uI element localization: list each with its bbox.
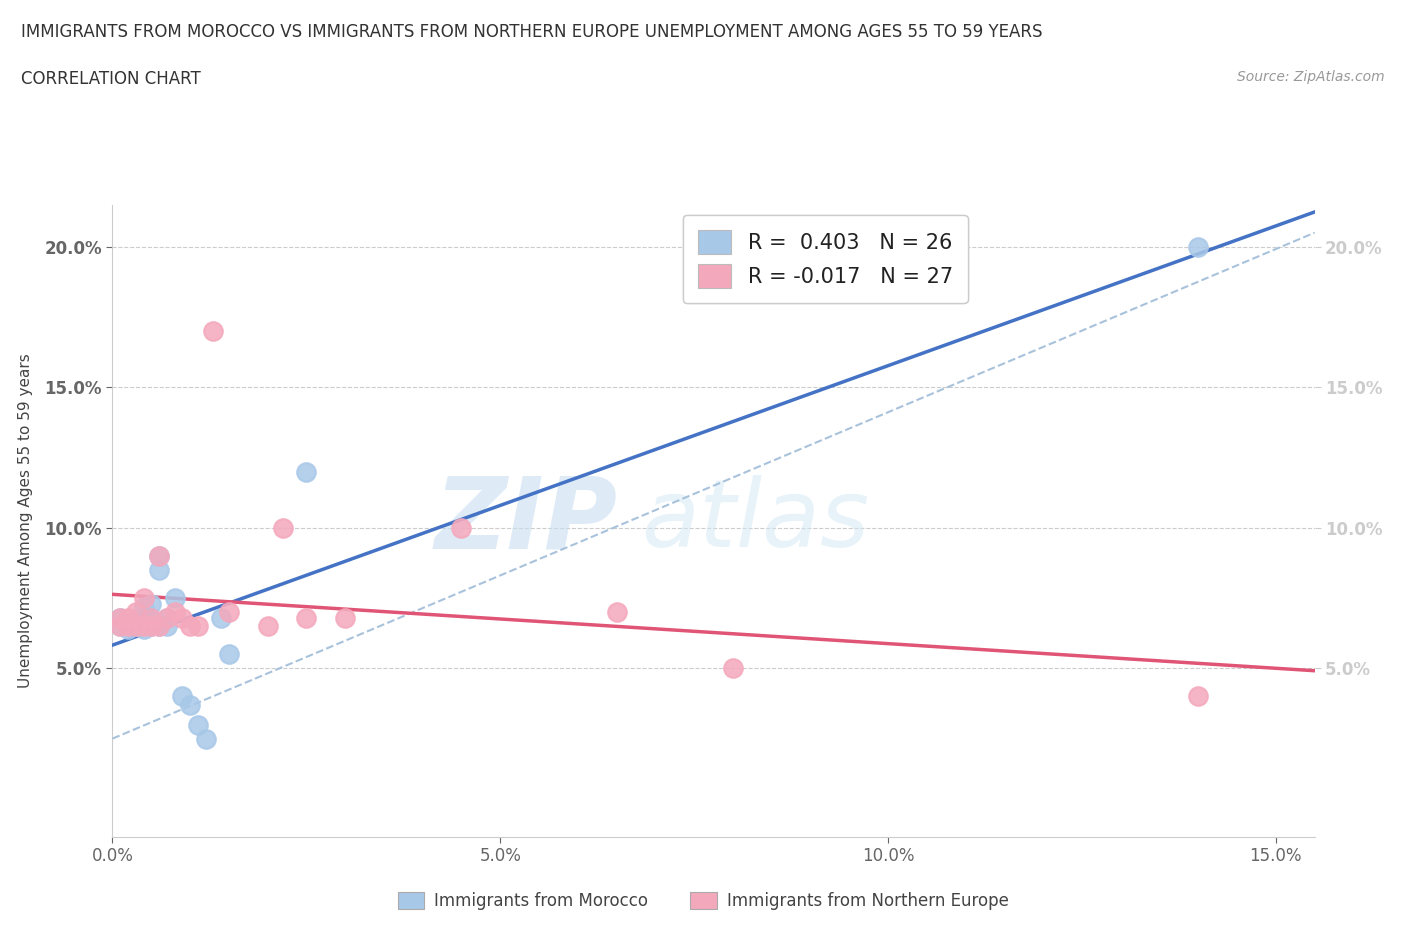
Point [156, 618, 179, 633]
Point [125, 604, 148, 619]
Point [271, 521, 294, 536]
Point [172, 610, 194, 625]
Text: ZIP: ZIP [434, 472, 617, 569]
Point [141, 596, 163, 611]
Point [187, 618, 209, 633]
Point [163, 591, 186, 605]
Point [194, 731, 217, 746]
Point [148, 618, 170, 633]
Point [117, 618, 139, 633]
Point [141, 618, 163, 633]
Point [132, 621, 155, 636]
Point [218, 604, 240, 619]
Point [156, 610, 179, 625]
Point [141, 618, 163, 633]
Point [125, 618, 148, 633]
Point [132, 610, 155, 625]
Legend: Immigrants from Morocco, Immigrants from Northern Europe: Immigrants from Morocco, Immigrants from… [391, 885, 1015, 917]
Point [295, 610, 318, 625]
Point [132, 599, 155, 614]
Text: IMMIGRANTS FROM MOROCCO VS IMMIGRANTS FROM NORTHERN EUROPE UNEMPLOYMENT AMONG AG: IMMIGRANTS FROM MOROCCO VS IMMIGRANTS FR… [21, 23, 1043, 41]
Point [187, 717, 209, 732]
Point [117, 621, 139, 636]
Point [156, 610, 179, 625]
Point [117, 610, 139, 625]
Point [256, 618, 278, 633]
Point [450, 521, 472, 536]
Point [606, 604, 628, 619]
Point [110, 610, 132, 625]
Point [148, 618, 170, 633]
Point [202, 324, 225, 339]
Point [117, 616, 139, 631]
Text: CORRELATION CHART: CORRELATION CHART [21, 70, 201, 87]
Point [295, 464, 318, 479]
Point [148, 549, 170, 564]
Point [141, 610, 163, 625]
Point [172, 689, 194, 704]
Point [148, 563, 170, 578]
Point [333, 610, 356, 625]
Text: atlas: atlas [641, 475, 870, 566]
Point [179, 618, 201, 633]
Point [209, 610, 232, 625]
Point [125, 613, 148, 628]
Legend: R =  0.403   N = 26, R = -0.017   N = 27: R = 0.403 N = 26, R = -0.017 N = 27 [683, 215, 967, 303]
Text: Source: ZipAtlas.com: Source: ZipAtlas.com [1237, 70, 1385, 84]
Point [1187, 239, 1209, 254]
Point [110, 610, 132, 625]
Point [141, 610, 163, 625]
Point [132, 618, 155, 633]
Point [110, 618, 132, 633]
Point [721, 661, 744, 676]
Point [163, 604, 186, 619]
Y-axis label: Unemployment Among Ages 55 to 59 years: Unemployment Among Ages 55 to 59 years [18, 353, 34, 688]
Point [132, 591, 155, 605]
Point [110, 618, 132, 633]
Point [125, 618, 148, 633]
Point [218, 647, 240, 662]
Point [1187, 689, 1209, 704]
Point [148, 549, 170, 564]
Point [179, 698, 201, 712]
